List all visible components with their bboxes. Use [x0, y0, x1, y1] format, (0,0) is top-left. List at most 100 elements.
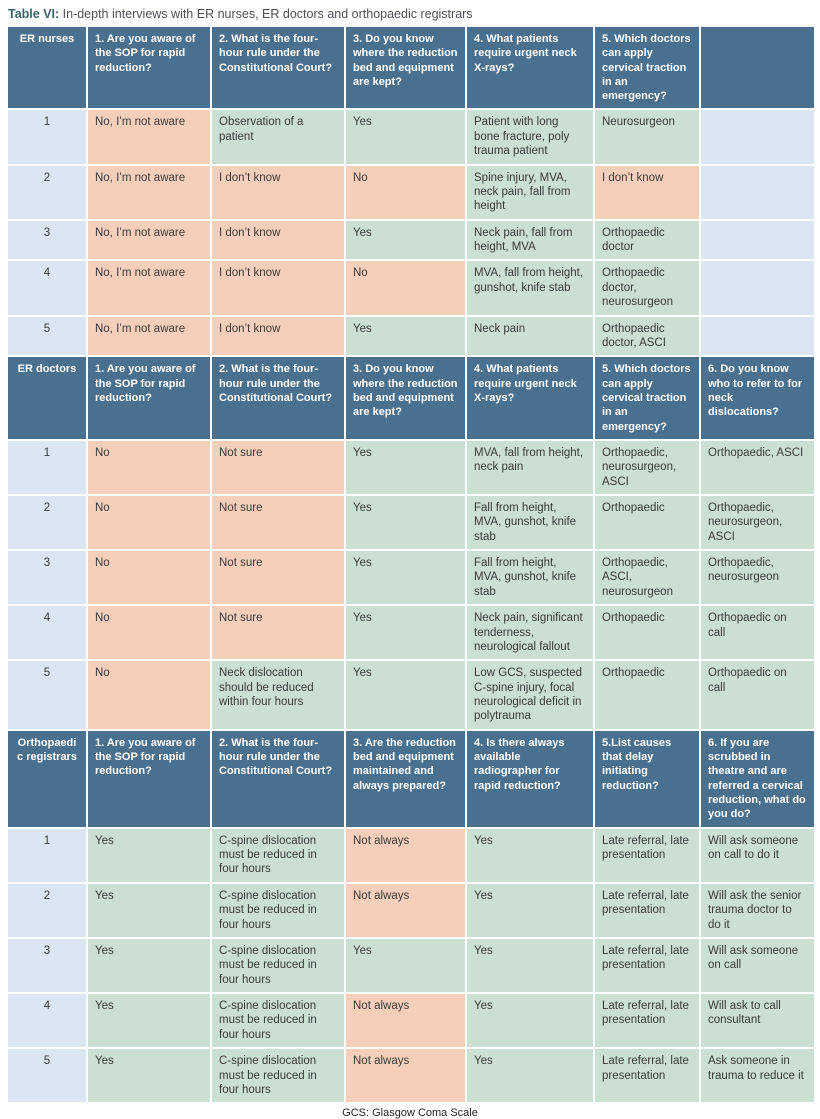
answer-cell: Low GCS, suspected C-spine injury, focal…: [467, 661, 593, 729]
respondent-number: 5: [8, 661, 86, 729]
answer-cell: Yes: [346, 495, 465, 550]
answer-cell: [701, 165, 814, 219]
respondent-number: 1: [8, 828, 86, 882]
answer-cell: No: [346, 165, 465, 219]
answer-cell: Orthopaedic doctor, neurosurgeon: [595, 261, 699, 315]
question-header: 4. What patients require urgent neck X-r…: [467, 357, 593, 439]
answer-cell: [701, 220, 814, 260]
answer-cell: Neck dislocation should be reduced withi…: [212, 661, 344, 729]
answer-cell: No: [88, 551, 210, 605]
table-row: 5 No, I’m not aware I don’t know Yes Neck pa…: [8, 316, 814, 356]
answer-cell: Yes: [346, 110, 465, 164]
answer-cell: No, I’m not aware: [88, 261, 210, 315]
table-row: 2 No Not sure Yes Fall from height, MVA, gun…: [8, 495, 814, 550]
answer-cell: I don’t know: [212, 261, 344, 315]
table-caption: Table VI: In-depth interviews with ER nu…: [0, 0, 820, 25]
table-footnote: GCS: Glasgow Coma Scale: [342, 1107, 478, 1119]
answer-cell: Will ask to call consultant: [701, 994, 814, 1048]
answer-cell: [701, 110, 814, 164]
respondent-number: 4: [8, 261, 86, 315]
table-row: 1 No, I’m not aware Observation of a patie…: [8, 110, 814, 164]
answer-cell: C-spine dislocation must be reduced in f…: [212, 994, 344, 1048]
answer-cell: Yes: [88, 1049, 210, 1103]
answer-cell: Orthopaedic, ASCI: [701, 440, 814, 494]
respondent-number: 3: [8, 551, 86, 605]
answer-cell: [701, 316, 814, 356]
answer-cell: Orthopaedic, neurosurgeon, ASCI: [595, 440, 699, 494]
answer-cell: Orthopaedic, neurosurgeon, ASCI: [701, 495, 814, 550]
question-header: 2. What is the four-hour rule under the …: [212, 27, 344, 109]
answer-cell: MVA, fall from height, neck pain: [467, 440, 593, 494]
answer-cell: Neck pain, significant tenderness, neuro…: [467, 606, 593, 660]
answer-cell: Not sure: [212, 551, 344, 605]
answer-cell: No, I’m not aware: [88, 110, 210, 164]
answer-cell: Yes: [346, 316, 465, 356]
section-group-label: ER doctors: [8, 357, 86, 439]
answer-cell: Orthopaedic, neurosurgeon: [701, 551, 814, 605]
table-row: 2 No, I’m not aware I don’t know No Spine in…: [8, 165, 814, 219]
table-row: 1 Yes C-spine dislocation must be reduced …: [8, 828, 814, 882]
answer-cell: No: [88, 495, 210, 550]
question-header: 6. Do you know who to refer to for neck …: [701, 357, 814, 439]
answer-cell: Yes: [467, 1049, 593, 1103]
answer-cell: Yes: [467, 883, 593, 937]
table-row: 1 No Not sure Yes MVA, fall from height, nec…: [8, 440, 814, 494]
answer-cell: Orthopaedic doctor: [595, 220, 699, 260]
answer-cell: I don’t know: [212, 165, 344, 219]
answer-cell: Fall from height, MVA, gunshot, knife st…: [467, 495, 593, 550]
respondent-number: 4: [8, 994, 86, 1048]
answer-cell: Fall from height, MVA, gunshot, knife st…: [467, 551, 593, 605]
answer-cell: Will ask someone on call: [701, 938, 814, 992]
question-header: 6. If you are scrubbed in theatre and ar…: [701, 730, 814, 827]
answer-cell: Yes: [346, 440, 465, 494]
question-header: 4. Is there always available radiographe…: [467, 730, 593, 827]
answer-cell: C-spine dislocation must be reduced in f…: [212, 883, 344, 937]
answer-cell: Neurosurgeon: [595, 110, 699, 164]
answer-cell: Not sure: [212, 606, 344, 660]
question-header: 1. Are you aware of the SOP for rapid re…: [88, 357, 210, 439]
interview-table-body: ER nurses 1. Are you aware of the SOP for…: [8, 27, 814, 1103]
table-row: 3 No, I’m not aware I don’t know Yes Neck pa…: [8, 220, 814, 260]
answer-cell: Neck pain: [467, 316, 593, 356]
answer-cell: Yes: [88, 883, 210, 937]
question-header: 1. Are you aware of the SOP for rapid re…: [88, 730, 210, 827]
answer-cell: Neck pain, fall from height, MVA: [467, 220, 593, 260]
answer-cell: No, I’m not aware: [88, 165, 210, 219]
answer-cell: C-spine dislocation must be reduced in f…: [212, 938, 344, 992]
question-header: 5. Which doctors can apply cervical trac…: [595, 357, 699, 439]
answer-cell: Yes: [467, 828, 593, 882]
question-header: 2. What is the four-hour rule under the …: [212, 357, 344, 439]
answer-cell: Not sure: [212, 440, 344, 494]
answer-cell: Orthopaedic on call: [701, 606, 814, 660]
question-header: 4. What patients require urgent neck X-r…: [467, 27, 593, 109]
respondent-number: 2: [8, 165, 86, 219]
answer-cell: Orthopaedic: [595, 495, 699, 550]
table-caption-text: In-depth interviews with ER nurses, ER d…: [59, 7, 473, 21]
table-row: 5 Yes C-spine dislocation must be reduced …: [8, 1049, 814, 1103]
answer-cell: Not sure: [212, 495, 344, 550]
answer-cell: C-spine dislocation must be reduced in f…: [212, 828, 344, 882]
table-row: 4 No Not sure Yes Neck pain, significant ten…: [8, 606, 814, 660]
answer-cell: No: [88, 661, 210, 729]
answer-cell: Late referral, late presentation: [595, 994, 699, 1048]
answer-cell: Yes: [467, 938, 593, 992]
section-group-label: ER nurses: [8, 27, 86, 109]
answer-cell: Yes: [467, 994, 593, 1048]
answer-cell: I don’t know: [212, 316, 344, 356]
table-row: 3 No Not sure Yes Fall from height, MVA, gun…: [8, 551, 814, 605]
question-header: 1. Are you aware of the SOP for rapid re…: [88, 27, 210, 109]
answer-cell: Not always: [346, 883, 465, 937]
table-caption-label: Table VI:: [8, 7, 60, 21]
answer-cell: Will ask the senior trauma doctor to do …: [701, 883, 814, 937]
question-header: 3. Are the reduction bed and equipment m…: [346, 730, 465, 827]
answer-cell: Late referral, late presentation: [595, 883, 699, 937]
respondent-number: 1: [8, 110, 86, 164]
respondent-number: 3: [8, 220, 86, 260]
answer-cell: I don’t know: [212, 220, 344, 260]
answer-cell: Late referral, late presentation: [595, 828, 699, 882]
answer-cell: Late referral, late presentation: [595, 938, 699, 992]
answer-cell: Yes: [88, 994, 210, 1048]
answer-cell: Ask someone in trauma to reduce it: [701, 1049, 814, 1103]
answer-cell: Spine injury, MVA, neck pain, fall from …: [467, 165, 593, 219]
answer-cell: Yes: [346, 220, 465, 260]
